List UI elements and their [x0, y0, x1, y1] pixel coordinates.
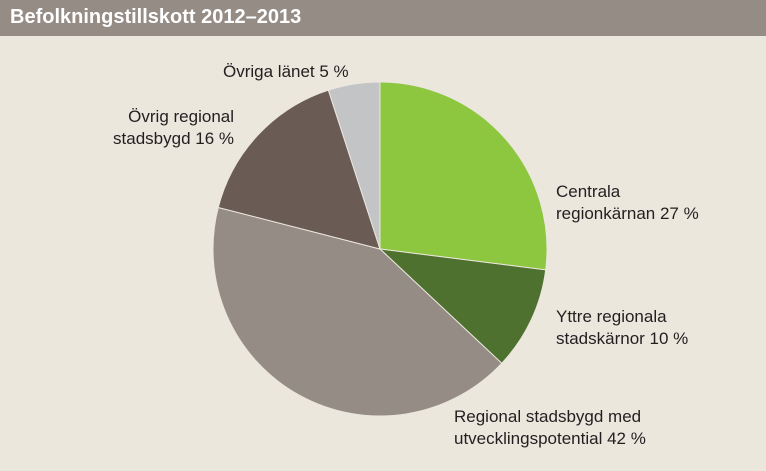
slice-label-ovriga-lanet-line-1: Övriga länet 5 %: [223, 62, 349, 81]
pie-slice-ovriga-lanet: [327, 81, 381, 250]
pie-slice-centrala: [379, 81, 548, 271]
pie-slice-regional: [212, 206, 503, 417]
slice-label-ovrig-line-2: stadsbygd 16 %: [113, 129, 234, 148]
slice-label-ovrig: Övrig regional stadsbygd 16 %: [113, 106, 234, 150]
pie-slice-ovrig: [217, 89, 381, 250]
slice-label-yttre: Yttre regionala stadskärnor 10 %: [556, 306, 688, 350]
pie-chart: [212, 81, 548, 417]
slice-label-yttre-line-2: stadskärnor 10 %: [556, 329, 689, 348]
slice-label-ovrig-line-1: Övrig regional: [128, 107, 234, 126]
slice-label-ovriga-lanet: Övriga länet 5 %: [223, 61, 349, 83]
pie-slice-yttre: [378, 248, 547, 365]
slice-label-centrala-line-1: Centrala: [556, 182, 621, 201]
slice-label-regional: Regional stadsbygd med utvecklingspotent…: [454, 406, 646, 450]
chart-title: Befolkningstillskott 2012–2013: [10, 6, 302, 28]
slice-label-regional-line-2: utvecklingspotential 42 %: [454, 429, 646, 448]
slice-label-centrala: Centrala regionkärnan 27 %: [556, 181, 699, 225]
title-bar: Befolkningstillskott 2012–2013: [0, 0, 766, 36]
pie-slices: [212, 81, 548, 417]
slice-label-yttre-line-1: Yttre regionala: [556, 307, 667, 326]
slice-label-regional-line-1: Regional stadsbygd med: [454, 407, 642, 426]
slice-label-centrala-line-2: regionkärnan 27 %: [556, 204, 699, 223]
